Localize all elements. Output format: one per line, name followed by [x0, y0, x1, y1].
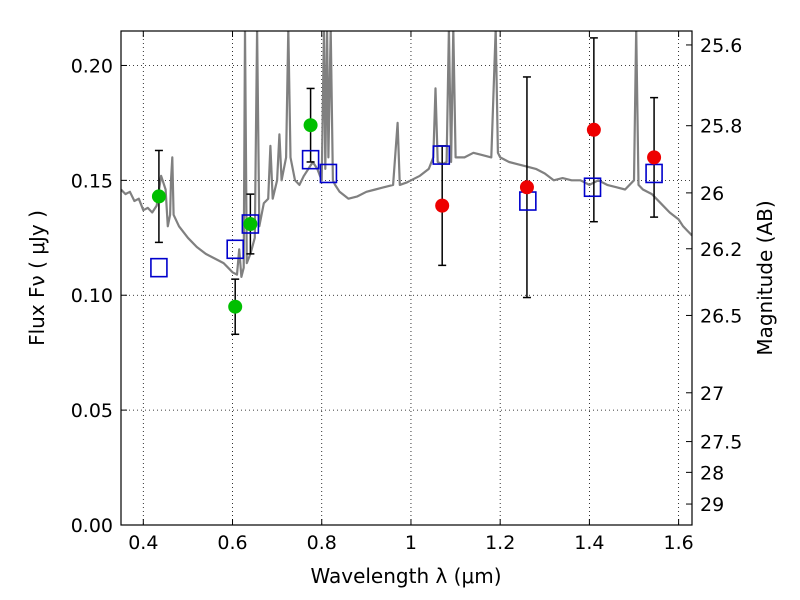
model-flux-square	[645, 163, 663, 184]
model-flux-square	[301, 149, 320, 170]
x-tick-label: 1	[405, 532, 417, 554]
green-photometry-point	[228, 299, 243, 314]
y2-tick-label: 25.8	[700, 116, 742, 138]
green-photometry-point	[303, 118, 318, 133]
plot-frame	[120, 30, 693, 526]
red-photometry-point	[435, 198, 450, 213]
y2-axis-label: Magnitude (AB)	[753, 200, 777, 355]
y-tick-label: 0.10	[71, 285, 113, 307]
y-tick-label: 0.20	[71, 55, 113, 77]
model-flux-square	[583, 177, 602, 198]
y-tick-label: 0.15	[71, 170, 113, 192]
model-flux-square	[241, 214, 260, 234]
y-axis: 0.00 0.05 0.10 0.15 0.20	[71, 55, 127, 537]
x-axis: 0.4 0.6 0.8 1 1.2 1.4 1.6	[128, 31, 694, 554]
y2-tick-label: 28	[700, 462, 724, 484]
x-tick-label: 1.2	[485, 532, 515, 554]
model-flux-square	[226, 239, 244, 260]
y2-tick-label: 27.5	[700, 432, 742, 454]
x-axis-label: Wavelength λ (μm)	[310, 564, 501, 588]
green-photometry-point	[151, 189, 166, 204]
x-tick-label: 0.6	[217, 532, 247, 554]
y2-tick-label: 26.5	[700, 305, 742, 327]
x-tick-label: 1.4	[574, 532, 604, 554]
y2-tick-label: 26.2	[700, 239, 742, 261]
green-photometry-point	[243, 217, 258, 232]
red-photometry-point	[586, 122, 601, 137]
y-axis-label: Flux Fν ( μJy )	[25, 210, 49, 346]
sed-model-line	[121, 31, 692, 278]
y2-tick-label: 29	[700, 494, 724, 516]
model-flux-square	[432, 145, 451, 165]
y2-tick-label: 26	[700, 183, 724, 205]
model-flux-square	[319, 163, 338, 184]
model-flux-square	[150, 257, 168, 278]
x-tick-label: 0.4	[128, 532, 158, 554]
y2-tick-label: 25.6	[700, 35, 742, 57]
plot-area	[121, 31, 692, 336]
y-tick-label: 0.00	[71, 515, 113, 537]
red-photometry-point	[519, 180, 534, 195]
x-tick-label: 0.8	[307, 532, 337, 554]
y2-axis: 25.6 25.8 26 26.2 26.5 27 27.5 28 29	[686, 35, 742, 516]
y2-tick-label: 27	[700, 383, 724, 405]
x-tick-label: 1.6	[664, 532, 694, 554]
model-flux-square	[519, 191, 537, 211]
y-tick-label: 0.05	[71, 400, 113, 422]
red-photometry-point	[647, 150, 662, 165]
grid	[121, 31, 692, 526]
